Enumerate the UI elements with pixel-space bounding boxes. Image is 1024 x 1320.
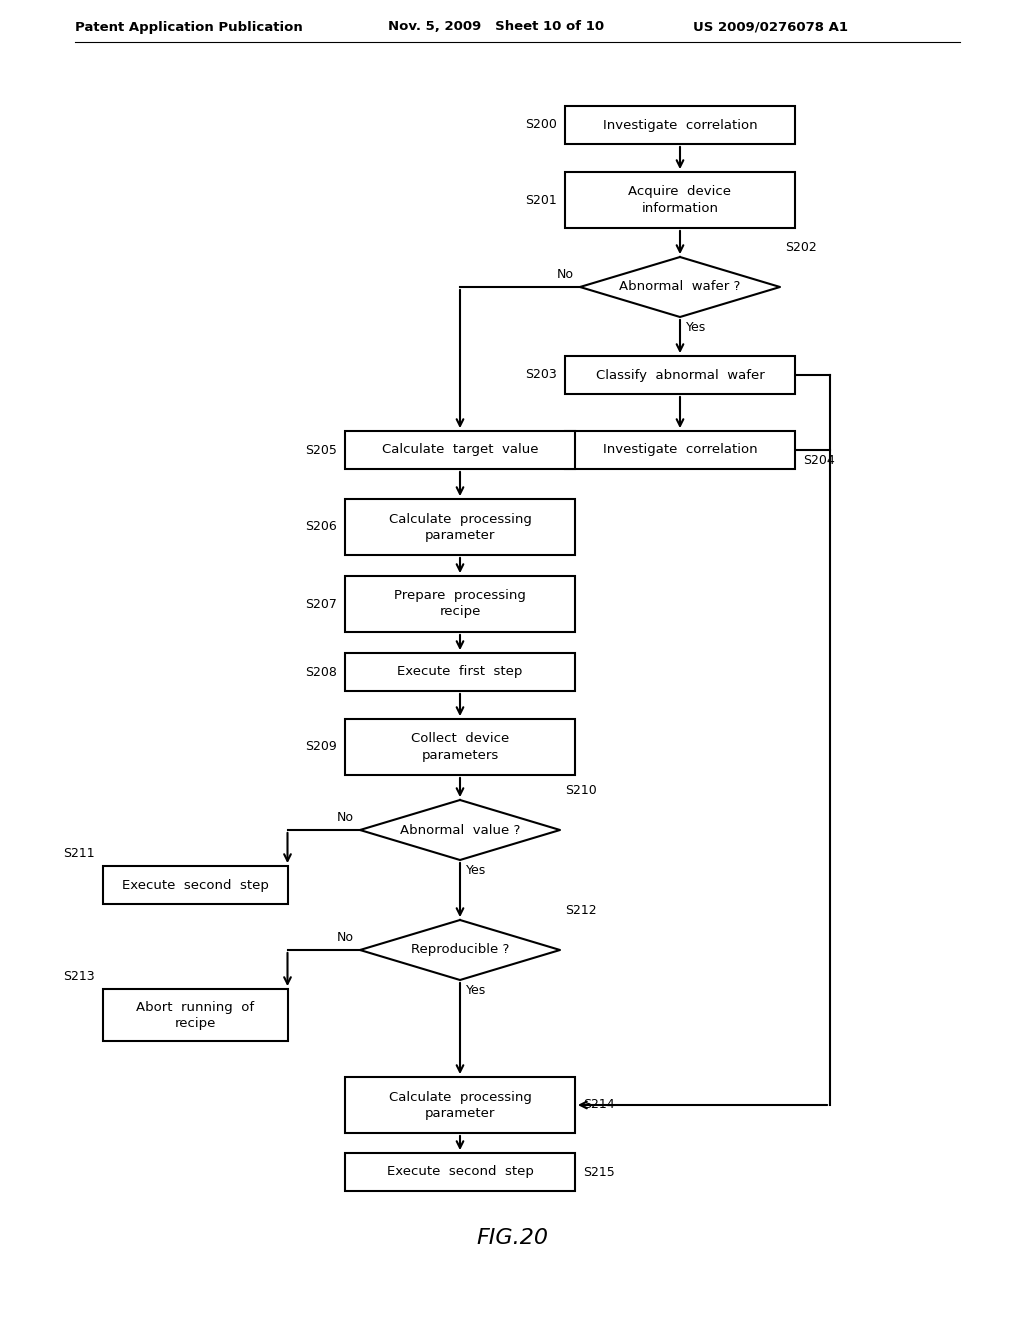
Text: S210: S210 bbox=[565, 784, 597, 797]
Text: S207: S207 bbox=[305, 598, 337, 610]
Text: Calculate  processing
parameter: Calculate processing parameter bbox=[388, 512, 531, 541]
Text: Execute  first  step: Execute first step bbox=[397, 665, 522, 678]
Bar bbox=[565, 432, 795, 469]
Text: S212: S212 bbox=[565, 904, 597, 917]
Text: Abort  running  of
recipe: Abort running of recipe bbox=[136, 1001, 254, 1030]
Text: No: No bbox=[337, 931, 354, 944]
Polygon shape bbox=[360, 800, 560, 861]
Text: No: No bbox=[337, 810, 354, 824]
Polygon shape bbox=[580, 257, 780, 317]
Text: Classify  abnormal  wafer: Classify abnormal wafer bbox=[596, 368, 764, 381]
Text: S215: S215 bbox=[583, 1166, 614, 1179]
Text: S204: S204 bbox=[803, 454, 835, 467]
Text: S201: S201 bbox=[525, 194, 557, 206]
Text: No: No bbox=[557, 268, 574, 281]
Bar bbox=[345, 1152, 575, 1191]
Text: S209: S209 bbox=[305, 741, 337, 754]
Text: S206: S206 bbox=[305, 520, 337, 533]
Bar bbox=[345, 432, 575, 469]
Text: Investigate  correlation: Investigate correlation bbox=[603, 444, 758, 457]
Text: S200: S200 bbox=[525, 119, 557, 132]
Text: S208: S208 bbox=[305, 665, 337, 678]
Bar bbox=[345, 719, 575, 775]
Text: Reproducible ?: Reproducible ? bbox=[411, 944, 509, 957]
Text: S202: S202 bbox=[785, 242, 817, 253]
Text: S203: S203 bbox=[525, 368, 557, 381]
Text: Acquire  device
information: Acquire device information bbox=[629, 186, 731, 214]
Text: S211: S211 bbox=[62, 847, 94, 861]
Text: Execute  second  step: Execute second step bbox=[387, 1166, 534, 1179]
Bar bbox=[565, 106, 795, 144]
Text: Patent Application Publication: Patent Application Publication bbox=[75, 21, 303, 33]
Text: S214: S214 bbox=[583, 1098, 614, 1111]
Text: Abnormal  wafer ?: Abnormal wafer ? bbox=[620, 281, 740, 293]
Text: Yes: Yes bbox=[686, 321, 707, 334]
Text: US 2009/0276078 A1: US 2009/0276078 A1 bbox=[693, 21, 848, 33]
Text: Nov. 5, 2009   Sheet 10 of 10: Nov. 5, 2009 Sheet 10 of 10 bbox=[388, 21, 604, 33]
Bar bbox=[565, 172, 795, 228]
Bar bbox=[345, 576, 575, 632]
Bar bbox=[345, 653, 575, 690]
Bar bbox=[565, 356, 795, 393]
Bar bbox=[345, 499, 575, 554]
Text: Investigate  correlation: Investigate correlation bbox=[603, 119, 758, 132]
Text: Prepare  processing
recipe: Prepare processing recipe bbox=[394, 590, 526, 619]
Text: FIG.20: FIG.20 bbox=[476, 1228, 548, 1247]
Text: S213: S213 bbox=[62, 970, 94, 983]
Bar bbox=[102, 866, 288, 904]
Text: Calculate  target  value: Calculate target value bbox=[382, 444, 539, 457]
Bar bbox=[345, 1077, 575, 1133]
Text: Yes: Yes bbox=[466, 865, 486, 876]
Text: Yes: Yes bbox=[466, 983, 486, 997]
Bar bbox=[102, 989, 288, 1041]
Text: Abnormal  value ?: Abnormal value ? bbox=[399, 824, 520, 837]
Text: S205: S205 bbox=[305, 444, 337, 457]
Polygon shape bbox=[360, 920, 560, 979]
Text: Collect  device
parameters: Collect device parameters bbox=[411, 733, 509, 762]
Text: Execute  second  step: Execute second step bbox=[122, 879, 268, 891]
Text: Calculate  processing
parameter: Calculate processing parameter bbox=[388, 1090, 531, 1119]
